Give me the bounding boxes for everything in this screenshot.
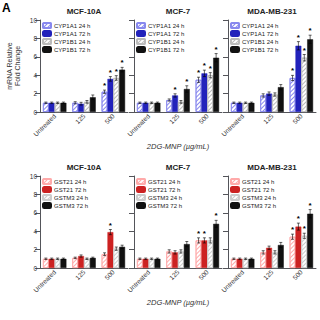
svg-text:*: * [203,61,207,70]
svg-text:500: 500 [197,112,210,125]
svg-text:GST21 24 h: GST21 24 h [148,179,180,185]
svg-text:0: 0 [33,109,37,116]
svg-text:2: 2 [33,90,37,97]
svg-text:CYP1B1 72 h: CYP1B1 72 h [54,47,90,53]
svg-text:GSTM3 24 h: GSTM3 24 h [148,195,182,201]
svg-text:*: * [215,45,219,54]
svg-text:CYP1A1 24 h: CYP1A1 24 h [148,23,184,29]
svg-text:500: 500 [103,268,116,281]
svg-text:*: * [197,229,201,238]
svg-text:CYP1B1 72 h: CYP1B1 72 h [242,47,278,53]
svg-text:CYP1A1 24 h: CYP1A1 24 h [54,23,90,29]
svg-text:GST21 72 h: GST21 72 h [242,187,274,193]
svg-text:*: * [109,221,113,230]
svg-text:125: 125 [168,112,181,125]
svg-text:*: * [215,211,219,220]
svg-text:6: 6 [33,209,37,216]
svg-text:500: 500 [291,268,304,281]
svg-text:CYP1A1 72 h: CYP1A1 72 h [242,31,278,37]
svg-text:0: 0 [33,265,37,272]
svg-text:GSTM3 24 h: GSTM3 24 h [242,195,276,201]
svg-text:*: * [121,58,125,67]
svg-text:CYP1B1 72 h: CYP1B1 72 h [148,47,184,53]
svg-text:Untreated: Untreated [220,112,245,137]
svg-text:*: * [303,46,307,55]
svg-text:MDA-MB-231: MDA-MB-231 [247,7,297,16]
svg-text:10: 10 [30,173,38,180]
svg-text:*: * [197,68,201,77]
svg-text:*: * [209,64,213,73]
svg-text:10: 10 [30,17,38,24]
svg-text:125: 125 [168,268,181,281]
svg-text:2: 2 [33,246,37,253]
svg-text:125: 125 [74,268,87,281]
svg-text:GSTM3 72 h: GSTM3 72 h [148,203,182,209]
svg-text:MDA-MB-231: MDA-MB-231 [247,163,297,172]
svg-text:MCF-10A: MCF-10A [67,7,102,16]
svg-text:CYP1A1 72 h: CYP1A1 72 h [54,31,90,37]
svg-text:MCF-10A: MCF-10A [67,163,102,172]
svg-text:A: A [2,1,11,15]
svg-text:8: 8 [33,191,37,198]
svg-text:Untreated: Untreated [126,112,151,137]
svg-text:2DG-MNP (µg/mL): 2DG-MNP (µg/mL) [146,142,210,151]
svg-text:500: 500 [103,112,116,125]
svg-text:125: 125 [74,112,87,125]
svg-text:GST21 24 h: GST21 24 h [54,179,86,185]
svg-text:*: * [297,33,301,42]
svg-text:125: 125 [262,112,275,125]
svg-text:CYP1A1 24 h: CYP1A1 24 h [242,23,278,29]
svg-text:4: 4 [33,72,37,79]
svg-text:*: * [103,81,107,90]
svg-text:*: * [291,225,295,234]
svg-text:CYP1A1 72 h: CYP1A1 72 h [148,31,184,37]
svg-text:GSTM3 24 h: GSTM3 24 h [54,195,88,201]
svg-text:*: * [297,214,301,223]
svg-text:CYP1B1 24 h: CYP1B1 24 h [54,39,90,45]
svg-text:4: 4 [33,228,37,235]
svg-text:500: 500 [291,112,304,125]
svg-text:GST21 24 h: GST21 24 h [242,179,274,185]
svg-text:MCF-7: MCF-7 [166,163,191,172]
svg-text:MCF-7: MCF-7 [166,7,191,16]
svg-text:8: 8 [33,35,37,42]
svg-text:mRNA Relative: mRNA Relative [6,42,13,90]
svg-text:*: * [185,77,189,86]
svg-text:GSTM3 72 h: GSTM3 72 h [54,203,88,209]
svg-text:*: * [303,224,307,233]
svg-text:GSTM3 72 h: GSTM3 72 h [242,203,276,209]
svg-text:500: 500 [197,268,210,281]
svg-text:Untreated: Untreated [220,268,245,293]
svg-text:6: 6 [33,53,37,60]
svg-text:2DG-MNP (µg/mL): 2DG-MNP (µg/mL) [146,298,210,307]
svg-text:GST21 72 h: GST21 72 h [54,187,86,193]
svg-text:GST21 72 h: GST21 72 h [148,187,180,193]
svg-text:125: 125 [262,268,275,281]
svg-text:Untreated: Untreated [32,112,57,137]
svg-text:*: * [291,66,295,75]
svg-text:*: * [309,26,313,35]
svg-text:CYP1B1 24 h: CYP1B1 24 h [148,39,184,45]
svg-text:Fold Change: Fold Change [14,46,22,86]
svg-text:*: * [203,229,207,238]
svg-text:*: * [174,85,178,94]
svg-text:*: * [109,68,113,77]
svg-text:Untreated: Untreated [126,268,151,293]
svg-text:Untreated: Untreated [32,268,57,293]
svg-text:*: * [115,67,119,76]
svg-text:*: * [309,201,313,210]
svg-text:CYP1B1 24 h: CYP1B1 24 h [242,39,278,45]
